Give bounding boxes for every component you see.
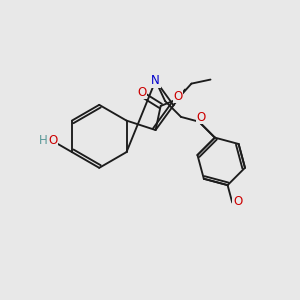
Text: O: O (233, 194, 242, 208)
Text: O: O (173, 90, 183, 103)
Text: O: O (197, 111, 206, 124)
Text: H: H (39, 134, 48, 147)
Text: O: O (48, 134, 58, 147)
Text: N: N (151, 74, 160, 87)
Text: O: O (137, 86, 146, 99)
